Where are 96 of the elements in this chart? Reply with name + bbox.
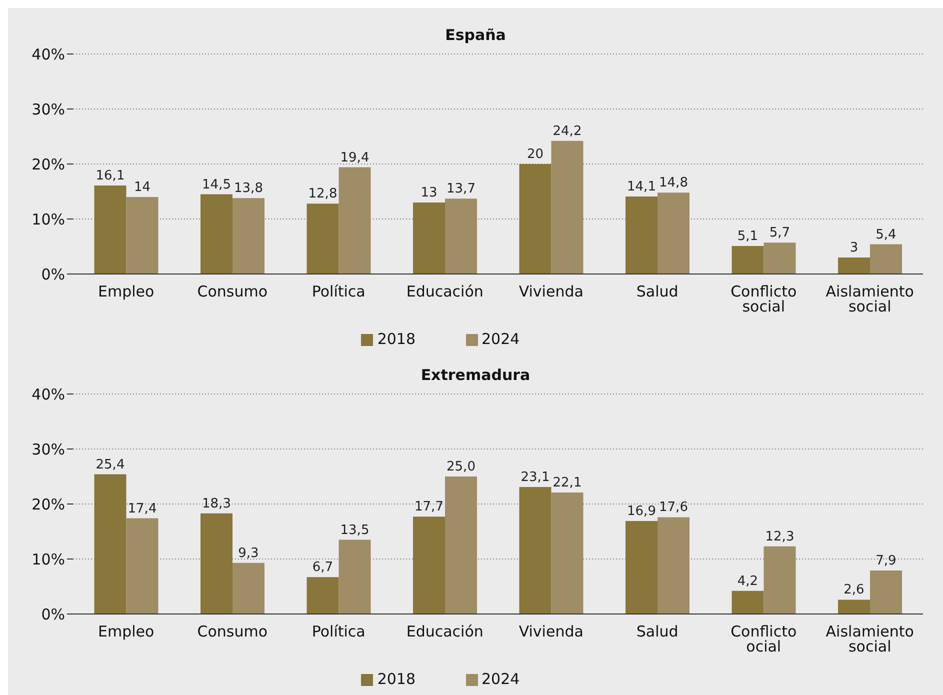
x-tick-label: Política xyxy=(312,282,366,301)
x-tick-label: Consumo xyxy=(197,622,268,641)
bar xyxy=(870,244,902,274)
chart-title: España xyxy=(445,26,506,44)
data-label: 16,1 xyxy=(96,168,125,184)
data-label: 13,7 xyxy=(446,182,476,197)
bar xyxy=(338,167,371,274)
bar xyxy=(870,570,902,614)
x-tick-label: Salud xyxy=(636,622,678,641)
x-tick-label: Empleo xyxy=(98,622,154,641)
x-tick-label: Conflicto social xyxy=(730,282,797,316)
bar xyxy=(126,197,158,274)
x-tick-label: Vivienda xyxy=(518,282,584,301)
data-label: 4,2 xyxy=(737,574,758,589)
y-tick-label: 30% xyxy=(32,100,65,118)
bar xyxy=(306,204,339,274)
data-label: 13,5 xyxy=(340,522,370,538)
bar xyxy=(94,185,126,274)
bar xyxy=(764,546,796,614)
x-tick-label: Conflicto ocial xyxy=(730,622,797,656)
legend-label: 2024 xyxy=(482,670,520,688)
y-tick-label: 10% xyxy=(32,550,65,568)
data-label: 23,1 xyxy=(520,470,550,485)
legend-label: 2018 xyxy=(377,670,416,688)
bar xyxy=(551,140,584,274)
data-label: 24,2 xyxy=(552,124,582,139)
y-tick-label: 0% xyxy=(41,605,65,624)
data-label: 7,9 xyxy=(876,554,896,569)
bar xyxy=(232,198,264,274)
data-label: 14,8 xyxy=(659,176,688,191)
data-label: 6,7 xyxy=(312,560,334,576)
x-tick-label: Aislamiento social xyxy=(826,622,914,656)
legend-label: 2024 xyxy=(482,330,520,348)
bar xyxy=(732,590,764,614)
bar xyxy=(838,600,870,614)
x-tick-label: Empleo xyxy=(98,282,154,301)
y-tick-label: 30% xyxy=(32,440,65,458)
bar xyxy=(626,196,658,274)
bar xyxy=(338,540,371,614)
bar xyxy=(126,518,158,614)
bar xyxy=(658,192,690,274)
bar xyxy=(94,474,126,614)
data-label: 22,1 xyxy=(552,475,582,490)
bar xyxy=(519,164,552,274)
data-label: 14,5 xyxy=(202,177,231,192)
bar xyxy=(445,198,477,274)
bar xyxy=(413,202,445,274)
bar xyxy=(445,476,477,614)
y-tick-label: 20% xyxy=(32,495,65,514)
data-label: 2,6 xyxy=(844,582,864,598)
x-tick-label: Consumo xyxy=(197,282,268,301)
bar xyxy=(306,577,339,614)
y-tick-label: 0% xyxy=(41,265,65,284)
bar xyxy=(232,562,264,614)
data-label: 18,3 xyxy=(202,496,231,512)
data-label: 13 xyxy=(420,186,438,200)
x-tick-label: Salud xyxy=(636,282,678,301)
chart-title: Extremadura xyxy=(420,366,530,384)
data-label: 5,1 xyxy=(737,228,758,244)
x-tick-label: Aislamiento social xyxy=(826,282,914,316)
legend-label: 2018 xyxy=(377,330,416,348)
data-label: 12,3 xyxy=(765,529,794,544)
bar xyxy=(413,516,445,614)
data-label: 5,7 xyxy=(769,226,790,241)
data-label: 13,8 xyxy=(234,181,263,196)
data-label: 16,9 xyxy=(627,504,656,520)
x-tick-label: Política xyxy=(312,622,366,641)
x-tick-label: Educación xyxy=(406,622,484,641)
data-label: 25,0 xyxy=(446,460,476,474)
bar xyxy=(732,246,764,274)
data-label: 14,1 xyxy=(627,179,656,194)
bar xyxy=(551,492,584,614)
y-tick-label: 40% xyxy=(32,385,65,404)
bar xyxy=(626,521,658,614)
bar xyxy=(519,486,552,614)
x-tick-label: Vivienda xyxy=(518,622,584,641)
bar xyxy=(658,517,690,614)
data-label: 17,6 xyxy=(659,500,688,516)
bar xyxy=(838,258,870,274)
bar xyxy=(200,513,232,614)
data-label: 5,4 xyxy=(876,227,896,242)
data-label: 17,7 xyxy=(414,500,444,515)
data-label: 14 xyxy=(134,180,151,195)
data-label: 3 xyxy=(850,240,858,256)
data-label: 17,4 xyxy=(128,501,157,516)
bar xyxy=(764,242,796,274)
y-tick-label: 10% xyxy=(32,210,65,228)
data-label: 19,4 xyxy=(340,150,370,166)
y-tick-label: 40% xyxy=(32,45,65,64)
data-label: 25,4 xyxy=(96,457,125,472)
data-label: 12,8 xyxy=(308,186,338,202)
data-label: 20 xyxy=(526,147,544,162)
x-tick-label: Educación xyxy=(406,282,484,301)
bar xyxy=(200,194,232,274)
y-tick-label: 20% xyxy=(32,155,65,174)
data-label: 9,3 xyxy=(238,546,259,561)
